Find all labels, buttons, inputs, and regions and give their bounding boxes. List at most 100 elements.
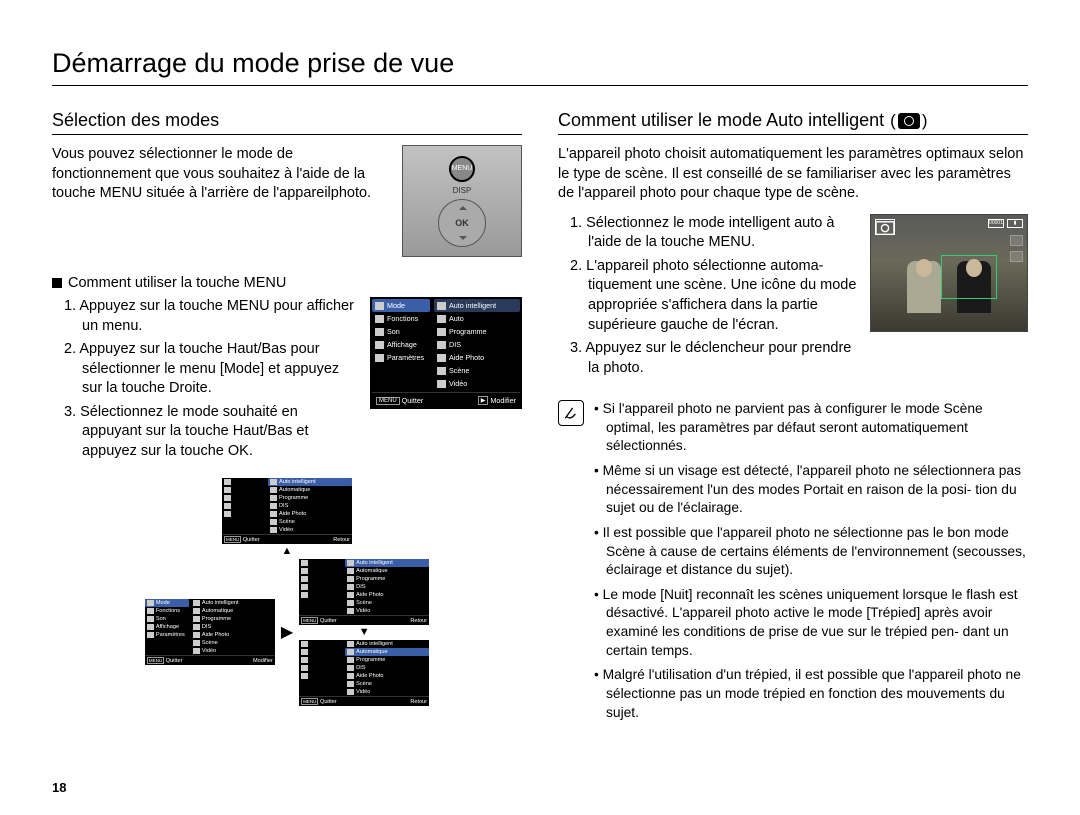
- fm-item: Automatique: [356, 568, 387, 574]
- ms-foot-label: Quitter: [402, 396, 424, 405]
- menu-screenshot-large: Mode Fonctions Son Affichage Paramètres …: [370, 297, 522, 409]
- fm-item: Scène: [356, 600, 372, 606]
- lcd-side-icon: [1010, 251, 1023, 262]
- lcd-side-icon: [1010, 235, 1023, 246]
- right-steps: Sélectionnez le mode intelligent auto à …: [558, 214, 860, 383]
- fm-item: Fonctions: [156, 608, 180, 614]
- auto-intelligent-mode-icon: ( ): [890, 111, 927, 131]
- fm-item: Scène: [279, 519, 295, 525]
- fm-item: Auto intelligent: [279, 479, 316, 485]
- camera-back-illustration: MENU DISP OK: [402, 145, 522, 257]
- fm-label: Quitter: [243, 537, 260, 543]
- fm-item: Aide Photo: [356, 673, 383, 679]
- ms-left-item: Affichage: [387, 340, 417, 349]
- fm-item: Aide Photo: [202, 632, 229, 638]
- fm-item: Vidéo: [279, 527, 293, 533]
- mode-badge-icon: [875, 219, 895, 235]
- fm-item: Mode: [156, 600, 170, 606]
- left-step-3: Sélectionnez le mode souhaité en appuyan…: [64, 403, 360, 462]
- focus-rectangle-icon: [941, 255, 997, 299]
- right-step-1: Sélectionnez le mode intelligent auto à …: [570, 214, 860, 253]
- lcd-preview-illustration: 00001▮: [870, 214, 1028, 332]
- fm-label: Quitter: [166, 658, 183, 664]
- ms-right-item: DIS: [449, 340, 461, 349]
- fm-item: Vidéo: [202, 648, 216, 654]
- fm-item: Automatique: [356, 649, 387, 655]
- fm-item: DIS: [356, 665, 365, 671]
- note-bullet: Si l'appareil photo ne parvient pas à co…: [594, 400, 1028, 456]
- left-column: Sélection des modes Vous pouvez sélectio…: [52, 110, 522, 728]
- right-step-3: Appuyez sur le déclencheur pour prendre …: [570, 339, 860, 378]
- fm-item: Automatique: [279, 487, 310, 493]
- note-bullet: Malgré l'utilisation d'un trépied, il es…: [594, 666, 1028, 722]
- note-bullet: Le mode [Nuit] reconnaît les scènes uniq…: [594, 586, 1028, 661]
- fm-label: Retour: [410, 699, 427, 705]
- arrow-up-icon: ▲: [282, 546, 293, 557]
- page-title: Démarrage du mode prise de vue: [52, 48, 1028, 86]
- right-column: Comment utiliser le mode Auto intelligen…: [558, 110, 1028, 728]
- menu-mini-top: Auto intelligent Automatique Programme D…: [222, 478, 352, 544]
- fm-item: Programme: [279, 495, 308, 501]
- left-step-1: Appuyez sur la touche MENU pour afficher…: [64, 297, 360, 336]
- fm-item: Auto intelligent: [356, 641, 393, 647]
- fm-item: Programme: [356, 576, 385, 582]
- ms-right-item: Scène: [449, 366, 469, 375]
- fm-item: DIS: [356, 584, 365, 590]
- right-intro: L'appareil photo choisit automatiquement…: [558, 145, 1028, 204]
- left-subheading: Comment utiliser la touche MENU: [52, 275, 522, 291]
- fm-label: Modifier: [253, 658, 273, 664]
- ms-left-item: Paramètres: [387, 353, 424, 362]
- ms-foot-btn: MENU: [376, 397, 400, 405]
- fm-item: Scène: [356, 681, 372, 687]
- menu-flow-diagram: Auto intelligent Automatique Programme D…: [52, 478, 522, 706]
- fm-item: Vidéo: [356, 608, 370, 614]
- fm-btn: MENU: [301, 617, 318, 624]
- fm-item: Auto intelligent: [356, 560, 393, 566]
- ms-right-item: Aide Photo: [449, 353, 484, 362]
- fm-item: Scène: [202, 640, 218, 646]
- fm-item: Vidéo: [356, 689, 370, 695]
- ms-right-item: Auto: [449, 314, 464, 323]
- fm-btn: MENU: [224, 536, 241, 543]
- ok-dial-graphic: OK: [438, 199, 486, 247]
- fm-item: Programme: [202, 616, 231, 622]
- lcd-battery-icon: ▮: [1007, 219, 1023, 228]
- fm-label: Quitter: [320, 618, 337, 624]
- lcd-counter: 00001: [988, 219, 1004, 228]
- ms-right-item: Vidéo: [449, 379, 467, 388]
- left-step-2: Appuyez sur la touche Haut/Bas pour séle…: [64, 340, 360, 399]
- page-number: 18: [52, 780, 66, 795]
- fm-item: Aide Photo: [279, 511, 306, 517]
- menu-mini-bottom: Auto intelligent Automatique Programme D…: [299, 640, 429, 706]
- fm-item: DIS: [202, 624, 211, 630]
- note-bullet: Il est possible que l'appareil photo ne …: [594, 524, 1028, 580]
- fm-item: Automatique: [202, 608, 233, 614]
- fm-item: Paramètres: [156, 632, 185, 638]
- note-box: Si l'appareil photo ne parvient pas à co…: [558, 400, 1028, 728]
- ms-left-item: Fonctions: [387, 314, 418, 323]
- disp-label-graphic: DISP: [453, 186, 472, 195]
- arrow-down-icon: ▼: [359, 627, 370, 638]
- menu-button-graphic: MENU: [449, 156, 475, 182]
- note-bullet: Même si un visage est détecté, l'apparei…: [594, 462, 1028, 518]
- fm-item: Son: [156, 616, 166, 622]
- fm-btn: MENU: [301, 698, 318, 705]
- right-heading: Comment utiliser le mode Auto intelligen…: [558, 110, 1028, 135]
- fm-label: Retour: [410, 618, 427, 624]
- left-heading: Sélection des modes: [52, 110, 522, 135]
- menu-mini-mid-right: Auto intelligent Automatique Programme D…: [299, 559, 429, 625]
- fm-label: Retour: [333, 537, 350, 543]
- left-subheading-text: Comment utiliser la touche MENU: [68, 275, 286, 291]
- ms-left-item: Mode: [387, 301, 405, 310]
- right-step-2: L'appareil photo sélectionne automa- tiq…: [570, 257, 860, 335]
- fm-btn: MENU: [147, 657, 164, 664]
- arrow-right-icon: ▶: [281, 622, 293, 642]
- left-steps: Appuyez sur la touche MENU pour afficher…: [52, 297, 360, 466]
- right-heading-text: Comment utiliser le mode Auto intelligen…: [558, 110, 884, 131]
- note-bullets: Si l'appareil photo ne parvient pas à co…: [594, 400, 1028, 728]
- ms-foot-label: Modifier: [490, 396, 516, 405]
- fm-item: DIS: [279, 503, 288, 509]
- fm-label: Quitter: [320, 699, 337, 705]
- fm-item: Aide Photo: [356, 592, 383, 598]
- left-intro: Vous pouvez sélectionner le mode de fonc…: [52, 145, 392, 204]
